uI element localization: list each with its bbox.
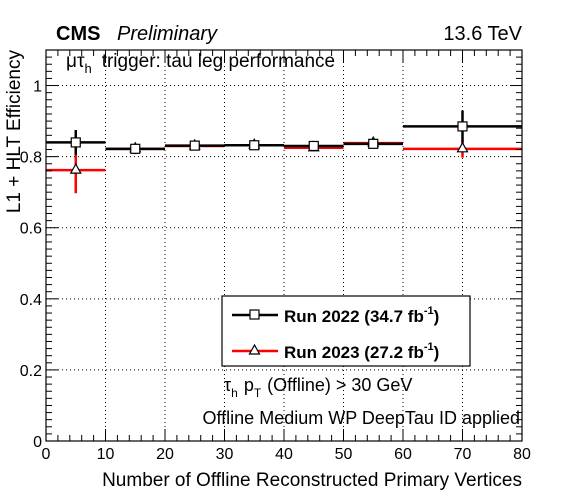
x-tick-label: 80 [513, 446, 531, 463]
triangle-marker [69, 162, 82, 174]
y-tick-label: 0.6 [20, 221, 42, 238]
legend-label-2022: Run 2022 (34.7 fb-1) [284, 305, 439, 326]
x-tick-label: 60 [394, 446, 412, 463]
y-tick-label: 0.2 [20, 363, 42, 380]
data-series [46, 110, 522, 194]
square-marker [189, 140, 200, 151]
experiment-label: CMS [56, 23, 100, 45]
annotation-tau: τ [77, 51, 85, 72]
status-label: Preliminary [117, 23, 218, 45]
x-tick-label: 0 [42, 446, 51, 463]
triangle-marker [456, 141, 469, 153]
x-axis-label: Number of Offline Reconstructed Primary … [102, 470, 522, 490]
x-tick-label: 40 [275, 446, 293, 463]
x-tick-label: 70 [454, 446, 472, 463]
id-annotation: Offline Medium WP DeepTau ID applied [203, 408, 521, 428]
annotation-mu: μ [66, 51, 77, 72]
legend-label-2023: Run 2023 (27.2 fb-1) [284, 341, 439, 362]
x-tick-label: 10 [97, 446, 115, 463]
y-tick-label: 0 [33, 434, 42, 451]
square-marker [70, 137, 81, 148]
annotation-tau-sub: h [84, 61, 91, 76]
legend-box [221, 295, 471, 367]
y-tick-label: 0.8 [20, 150, 42, 167]
cut-annotation: τh pT (Offline) > 30 GeV [224, 375, 412, 400]
x-tick-label: 20 [156, 446, 174, 463]
x-tick-label: 50 [335, 446, 353, 463]
y-tick-label: 1 [33, 79, 42, 96]
y-axis-label: L1 + HLT Efficiency [4, 50, 25, 214]
energy-label: 13.6 TeV [443, 23, 522, 45]
square-marker [130, 143, 141, 154]
annotation-title: μτh trigger: tau leg performance [66, 51, 335, 76]
x-tick-label: 30 [216, 446, 234, 463]
y-tick-label: 0.4 [20, 292, 42, 309]
axis-ticks: 0 10 20 30 40 50 60 70 80 0 0.2 0.4 0.6 0.8 1 [20, 49, 531, 463]
legend-square-icon [249, 309, 260, 320]
square-marker [308, 140, 319, 152]
annotation-rest: trigger: tau leg performance [102, 51, 335, 72]
legend: Run 2022 (34.7 fb-1) Run 2023 (27.2 fb-1… [221, 295, 471, 367]
legend-triangle-icon [248, 343, 261, 355]
square-marker [249, 140, 260, 151]
square-marker [368, 138, 379, 149]
square-marker [457, 121, 468, 132]
